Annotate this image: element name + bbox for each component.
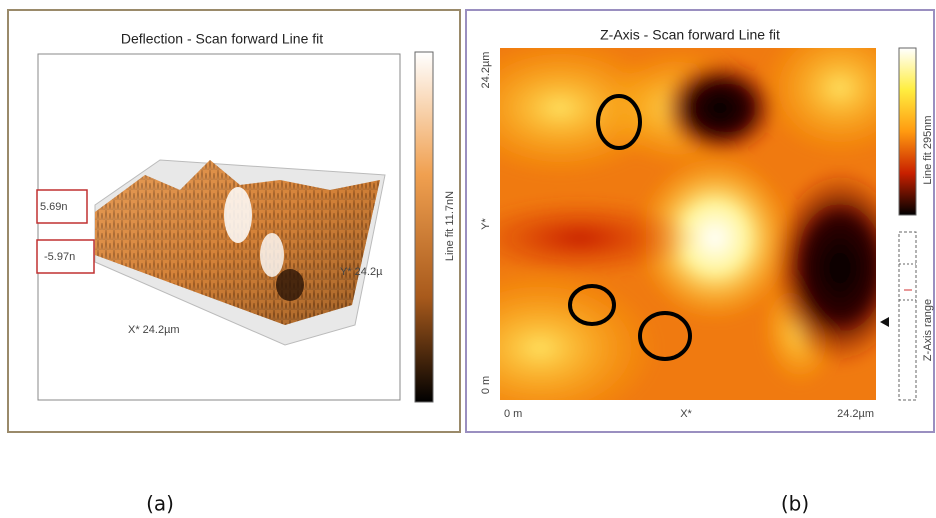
max-box xyxy=(36,189,88,224)
peak xyxy=(224,187,252,243)
pit xyxy=(276,269,304,301)
range-label: Z-Axis range xyxy=(922,299,934,361)
x-tick-label: 0 m xyxy=(504,408,522,420)
colorbar-label: Line fit 295nm xyxy=(922,115,934,184)
panel-title: Z-Axis - Scan forward Line fit xyxy=(600,27,780,43)
y-tick-label: 0 m xyxy=(480,376,492,394)
range-box xyxy=(898,231,917,401)
max-label: 5.69n xyxy=(40,201,68,213)
highlight-circle xyxy=(596,94,642,150)
caption: (b) xyxy=(781,492,809,516)
caption: (a) xyxy=(146,492,174,516)
height-map xyxy=(500,48,876,400)
x-axis-label: X* xyxy=(680,408,692,420)
y-axis-label: Y* 24.2µ xyxy=(340,266,383,278)
colorbar xyxy=(414,51,434,403)
min-label: -5.97n xyxy=(44,251,75,263)
range-pointer xyxy=(880,317,889,327)
x-axis-label: X* 24.2µm xyxy=(128,324,180,336)
y-tick-label: 24.2µm xyxy=(480,52,492,89)
colorbar-label: Line fit 11.7nN xyxy=(444,191,456,261)
highlight-circle xyxy=(568,284,616,326)
x-tick-label: 24.2µm xyxy=(837,408,874,420)
peak xyxy=(260,233,284,277)
panel-title: Deflection - Scan forward Line fit xyxy=(121,31,323,47)
colorbar xyxy=(898,47,917,216)
min-box xyxy=(36,239,95,274)
y-axis-label: Y* xyxy=(480,217,492,229)
highlight-circle xyxy=(638,311,692,361)
